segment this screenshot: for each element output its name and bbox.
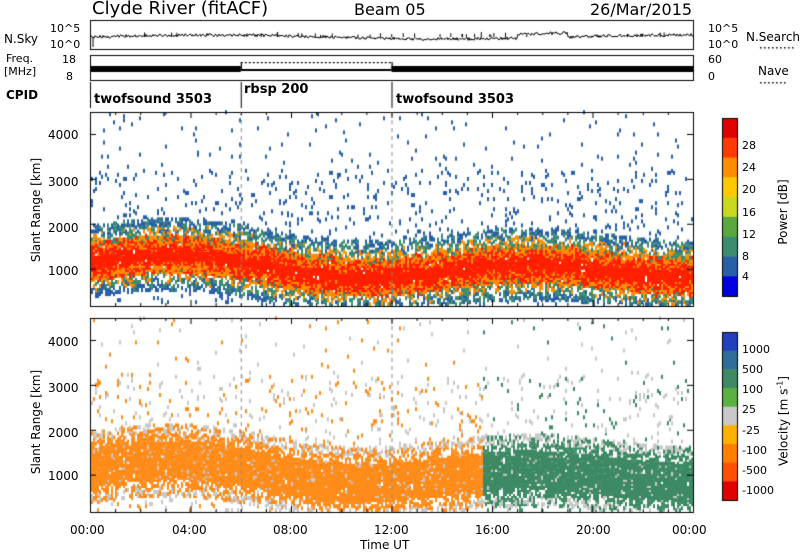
xtick-2: 08:00 — [273, 523, 308, 537]
velocity-cbar-tick-neg100: -100 — [742, 444, 767, 457]
freq-tick-top: 18 — [62, 53, 76, 66]
power-cbar-tick-16: 16 — [742, 206, 756, 219]
velocity-ytick-2000: 2000 — [48, 426, 79, 440]
power-ytick-3000: 3000 — [48, 175, 79, 189]
xtick-6: 00:00 — [672, 523, 707, 537]
velocity-cbar-label: Velocity [m s-1] — [775, 376, 791, 466]
xtick-4: 16:00 — [475, 523, 510, 537]
velocity-ytick-1000: 1000 — [48, 469, 79, 483]
power-ytick-2000: 2000 — [48, 221, 79, 235]
power-cbar-tick-8: 8 — [742, 250, 749, 263]
power-cbar-tick-4: 4 — [742, 270, 749, 283]
station-title: Clyde River (fitACF) — [92, 0, 269, 19]
power-cbar-tick-20: 20 — [742, 183, 756, 196]
xtick-3: 12:00 — [374, 523, 409, 537]
power-ytick-1000: 1000 — [48, 264, 79, 278]
power-cbar-tick-12: 12 — [742, 228, 756, 241]
velocity-cbar-tick-500: 500 — [742, 363, 763, 376]
nave-label: Nave — [758, 64, 789, 78]
xtick-1: 04:00 — [172, 523, 207, 537]
nave-tick-top: 60 — [708, 53, 722, 66]
freq-label-line2: [MHz] — [4, 65, 37, 78]
xtick-0: 00:00 — [70, 523, 105, 537]
nsearch-label: N.Search — [746, 30, 800, 44]
cpid-label: CPID — [6, 88, 39, 102]
beam-title: Beam 05 — [354, 0, 426, 19]
nsearch-tick-top: 10^5 — [708, 22, 739, 35]
nsearch-tick-bottom: 10^0 — [708, 38, 739, 51]
velocity-ytick-4000: 4000 — [48, 335, 79, 349]
freq-label-line1: Freq. — [6, 52, 34, 65]
velocity-cbar-tick-neg1000: -1000 — [742, 484, 774, 497]
nsky-label: N.Sky — [4, 32, 39, 46]
xaxis-label: Time UT — [360, 538, 410, 552]
velocity-cbar-tick-25: 25 — [742, 403, 756, 416]
power-cbar-tick-28: 28 — [742, 139, 756, 152]
power-ylabel: Slant Range [km] — [29, 157, 43, 263]
velocity-cbar-tick-neg500: -500 — [742, 464, 767, 477]
power-cbar-label: Power [dB] — [776, 179, 790, 245]
xtick-5: 20:00 — [576, 523, 611, 537]
velocity-cbar-tick-100: 100 — [742, 383, 763, 396]
nsky-tick-bottom: 10^0 — [50, 38, 81, 51]
velocity-cbar-tick-neg25: -25 — [742, 424, 760, 437]
velocity-cbar-tick-1000: 1000 — [742, 343, 770, 356]
nave-tick-bottom: 0 — [708, 70, 715, 83]
freq-tick-bottom: 8 — [66, 70, 73, 83]
cpid-segment-2: rbsp 200 — [244, 82, 309, 97]
cpid-segment-3: twofsound 3503 — [396, 92, 515, 107]
power-ytick-4000: 4000 — [48, 128, 79, 142]
velocity-ytick-3000: 3000 — [48, 381, 79, 395]
cpid-segment-1: twofsound 3503 — [94, 92, 213, 107]
nsky-tick-top: 10^5 — [50, 22, 81, 35]
velocity-ylabel: Slant Range [km] — [29, 369, 43, 475]
date-title: 26/Mar/2015 — [590, 0, 693, 19]
power-cbar-tick-24: 24 — [742, 161, 756, 174]
